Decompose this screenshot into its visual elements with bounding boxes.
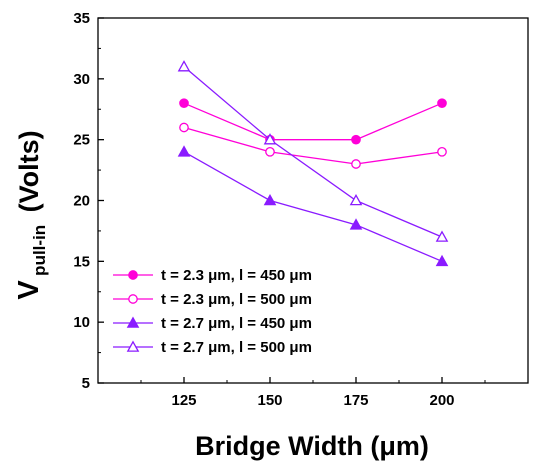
data-point: [435, 230, 449, 242]
data-point: [265, 146, 275, 157]
series-3: [177, 145, 449, 267]
legend-label: t = 2.3 μm, l = 500 μm: [161, 291, 312, 308]
data-point: [179, 98, 189, 109]
legend-marker: [128, 294, 138, 304]
data-point: [351, 134, 361, 145]
data-point: [437, 146, 447, 157]
data-point: [263, 193, 277, 206]
data-point: [349, 193, 363, 206]
data-point: [437, 98, 447, 109]
legend: t = 2.3 μm, l = 450 μm t = 2.3 μm, l = 50…: [113, 267, 312, 356]
series-line: [183, 102, 443, 141]
y-axis-ticks: 5 10 15 20 25 30 35: [73, 10, 104, 392]
legend-label: t = 2.3 μm, l = 450 μm: [161, 267, 312, 284]
y-axis-title-subscript: pull-in: [30, 225, 49, 276]
y-tick-label: 30: [73, 71, 90, 88]
y-tick-label: 15: [73, 253, 90, 270]
y-tick-label: 35: [73, 10, 90, 27]
x-axis-ticks: 125 150 175 200: [140, 377, 486, 409]
y-axis-title: V pull-in (Volts): [13, 130, 49, 299]
legend-item-2: t = 2.3 μm, l = 500 μm: [113, 291, 312, 308]
data-point: [351, 159, 361, 169]
legend-marker: [128, 270, 138, 280]
x-axis-title: Bridge Width (μm): [195, 431, 429, 461]
series-4: [177, 60, 449, 242]
series-line: [183, 66, 443, 238]
legend-item-3: t = 2.7 μm, l = 450 μm: [113, 315, 312, 332]
data-point: [263, 133, 277, 145]
series-group: [177, 60, 449, 267]
series-line: [183, 126, 443, 165]
x-tick-label: 175: [343, 392, 368, 409]
data-point: [179, 122, 189, 133]
series-2: [179, 122, 447, 169]
data-point: [177, 60, 191, 72]
data-point: [177, 145, 191, 157]
y-tick-label: 20: [73, 193, 90, 210]
y-tick-label: 5: [82, 375, 90, 392]
y-tick-label: 25: [73, 132, 90, 149]
legend-marker: [126, 316, 140, 328]
x-tick-label: 150: [257, 392, 282, 409]
x-tick-label: 125: [171, 392, 196, 409]
y-axis-title-main: V: [13, 280, 45, 300]
data-point: [349, 218, 363, 230]
legend-label: t = 2.7 μm, l = 450 μm: [161, 315, 312, 332]
y-tick-label: 10: [73, 314, 90, 331]
y-axis-title-unit: (Volts): [14, 130, 44, 212]
legend-label: t = 2.7 μm, l = 500 μm: [161, 339, 312, 356]
legend-marker: [126, 340, 140, 352]
data-point: [435, 254, 449, 267]
legend-item-4: t = 2.7 μm, l = 500 μm: [113, 339, 312, 356]
x-tick-label: 200: [429, 392, 454, 409]
series-line: [183, 151, 443, 262]
legend-item-1: t = 2.3 μm, l = 450 μm: [113, 267, 312, 284]
